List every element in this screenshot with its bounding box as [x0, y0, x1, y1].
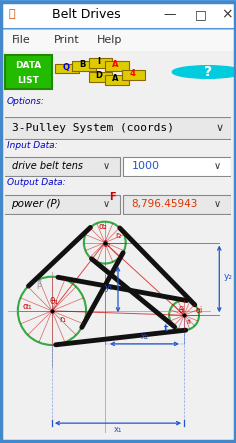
Text: Options:: Options:: [7, 97, 45, 106]
Circle shape: [172, 66, 236, 78]
FancyBboxPatch shape: [2, 195, 120, 214]
FancyBboxPatch shape: [105, 61, 129, 70]
Text: A: A: [112, 74, 119, 83]
Text: LIST: LIST: [17, 76, 39, 85]
Text: 🔀: 🔀: [8, 9, 15, 19]
Text: 8,796.45943: 8,796.45943: [132, 199, 198, 209]
Text: Input Data:: Input Data:: [7, 140, 58, 150]
Text: r₂: r₂: [115, 231, 121, 240]
Text: x₂: x₂: [140, 333, 148, 342]
Text: y₁: y₁: [105, 283, 113, 292]
Text: power (P): power (P): [12, 199, 61, 209]
FancyBboxPatch shape: [55, 64, 79, 74]
Text: DATA: DATA: [15, 61, 42, 70]
FancyBboxPatch shape: [122, 195, 231, 214]
Text: Q: Q: [63, 63, 70, 72]
Text: ×: ×: [221, 8, 232, 21]
Text: θ₁: θ₁: [50, 297, 59, 306]
Text: Belt Drives: Belt Drives: [52, 8, 121, 21]
Text: drive belt tens: drive belt tens: [12, 161, 83, 171]
Text: αi: αi: [196, 306, 203, 315]
Text: ?: ?: [204, 65, 212, 79]
Text: Help: Help: [97, 35, 122, 45]
Text: ∨: ∨: [103, 161, 110, 171]
Text: —: —: [164, 8, 176, 21]
Text: 4: 4: [129, 69, 135, 78]
FancyBboxPatch shape: [122, 157, 231, 176]
Text: F: F: [109, 192, 116, 202]
Text: θi: θi: [178, 306, 185, 315]
FancyBboxPatch shape: [105, 75, 129, 85]
FancyBboxPatch shape: [88, 72, 112, 82]
Text: ∨: ∨: [214, 161, 221, 171]
Text: y₂: y₂: [224, 272, 233, 281]
Text: 3-Pulley System (coords): 3-Pulley System (coords): [12, 123, 173, 132]
Text: 1000: 1000: [132, 161, 160, 171]
FancyBboxPatch shape: [88, 58, 112, 68]
Text: β: β: [36, 280, 42, 289]
Text: File: File: [12, 35, 30, 45]
FancyBboxPatch shape: [0, 0, 236, 29]
Text: ∨: ∨: [103, 199, 110, 209]
Text: x₁: x₁: [114, 425, 122, 434]
Text: θ₂: θ₂: [103, 240, 111, 249]
Text: r₁: r₁: [59, 315, 66, 324]
Text: ri: ri: [186, 319, 191, 325]
FancyBboxPatch shape: [122, 70, 145, 80]
FancyBboxPatch shape: [2, 157, 120, 176]
Text: Output Data:: Output Data:: [7, 178, 66, 187]
FancyBboxPatch shape: [5, 55, 52, 89]
Text: ∨: ∨: [214, 199, 221, 209]
Text: α₁: α₁: [23, 302, 33, 311]
Text: t: t: [164, 324, 169, 333]
Text: D: D: [96, 71, 103, 80]
FancyBboxPatch shape: [2, 117, 231, 139]
Text: ∨: ∨: [216, 123, 224, 132]
Text: □: □: [195, 8, 206, 21]
Text: Print: Print: [54, 35, 80, 45]
Text: α₂: α₂: [98, 222, 107, 231]
Text: I: I: [98, 58, 101, 66]
FancyBboxPatch shape: [0, 29, 236, 51]
FancyBboxPatch shape: [72, 61, 96, 70]
Text: A: A: [112, 60, 119, 69]
Text: B: B: [79, 60, 86, 69]
